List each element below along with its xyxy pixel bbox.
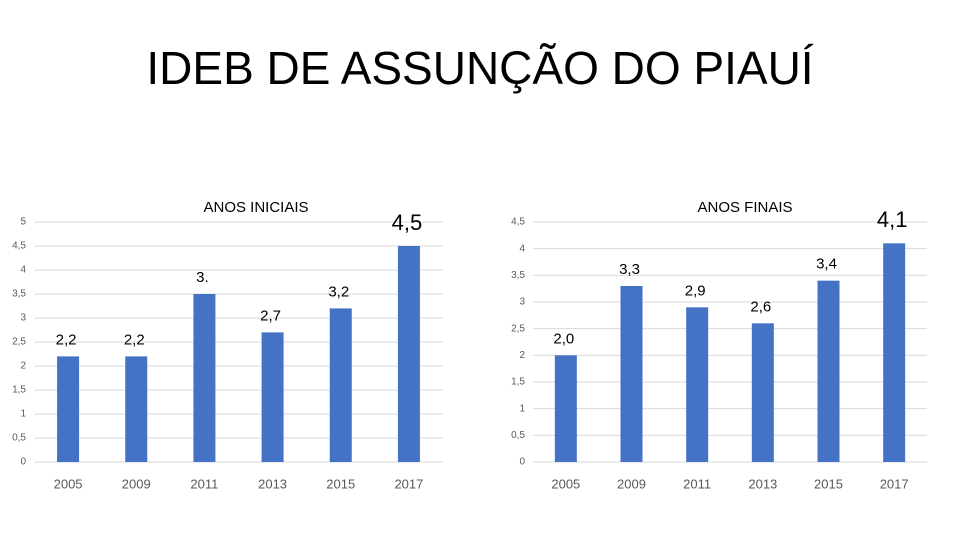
data-label: 4,1 <box>877 207 908 232</box>
y-tick-label: 4 <box>20 265 26 276</box>
y-tick-label: 4,5 <box>12 241 26 252</box>
data-label: 3,4 <box>816 256 837 273</box>
data-label: 2,9 <box>685 282 706 299</box>
bar <box>329 308 352 462</box>
data-label: 4,5 <box>392 210 423 235</box>
y-tick-label: 2 <box>20 361 26 372</box>
bar <box>883 243 906 462</box>
bar <box>193 294 216 462</box>
chart-title: ANOS FINAIS <box>697 199 792 216</box>
y-tick-label: 1,5 <box>511 377 525 388</box>
y-tick-label: 3 <box>20 313 26 324</box>
data-label: 2,6 <box>750 298 771 315</box>
y-tick-label: 0 <box>519 457 525 468</box>
y-tick-label: 3,5 <box>12 289 26 300</box>
bar <box>125 356 148 462</box>
y-tick-label: 1 <box>20 409 26 420</box>
x-tick-label: 2017 <box>880 476 909 491</box>
y-tick-label: 2,5 <box>511 323 525 334</box>
data-label: 3,2 <box>328 283 349 300</box>
bar <box>620 286 643 462</box>
data-label: 3,3 <box>619 261 640 278</box>
y-tick-label: 0 <box>20 457 26 468</box>
x-tick-label: 2013 <box>748 476 777 491</box>
x-tick-label: 2017 <box>394 476 423 491</box>
bar <box>686 307 709 462</box>
y-tick-label: 2,5 <box>12 337 26 348</box>
bar <box>751 323 774 462</box>
data-label: 2,2 <box>124 331 145 348</box>
y-tick-label: 4 <box>519 243 525 254</box>
x-tick-label: 2015 <box>814 476 843 491</box>
y-tick-label: 3 <box>519 297 525 308</box>
data-label: 3. <box>196 269 209 286</box>
bar <box>57 356 80 462</box>
bar <box>554 355 577 462</box>
x-tick-label: 2005 <box>54 476 83 491</box>
x-tick-label: 2009 <box>617 476 646 491</box>
bar <box>397 246 420 462</box>
y-tick-label: 2 <box>519 350 525 361</box>
x-tick-label: 2011 <box>683 476 711 491</box>
y-tick-label: 5 <box>20 217 26 228</box>
x-tick-label: 2009 <box>122 476 151 491</box>
y-tick-label: 4,5 <box>511 217 525 228</box>
x-tick-label: 2015 <box>326 476 355 491</box>
slide-title: IDEB DE ASSUNÇÃO DO PIAUÍ <box>146 42 813 94</box>
data-label: 2,0 <box>553 330 574 347</box>
y-tick-label: 1 <box>519 403 525 414</box>
y-tick-label: 0,5 <box>511 430 525 441</box>
y-tick-label: 1,5 <box>12 385 26 396</box>
y-tick-label: 0,5 <box>12 433 26 444</box>
bar <box>261 332 284 462</box>
data-label: 2,2 <box>56 331 77 348</box>
data-label: 2,7 <box>260 307 281 324</box>
x-tick-label: 2005 <box>551 476 580 491</box>
x-tick-label: 2013 <box>258 476 287 491</box>
x-tick-label: 2011 <box>190 476 218 491</box>
chart-title: ANOS INICIAIS <box>203 199 308 216</box>
bar <box>817 280 840 462</box>
y-tick-label: 3,5 <box>511 270 525 281</box>
